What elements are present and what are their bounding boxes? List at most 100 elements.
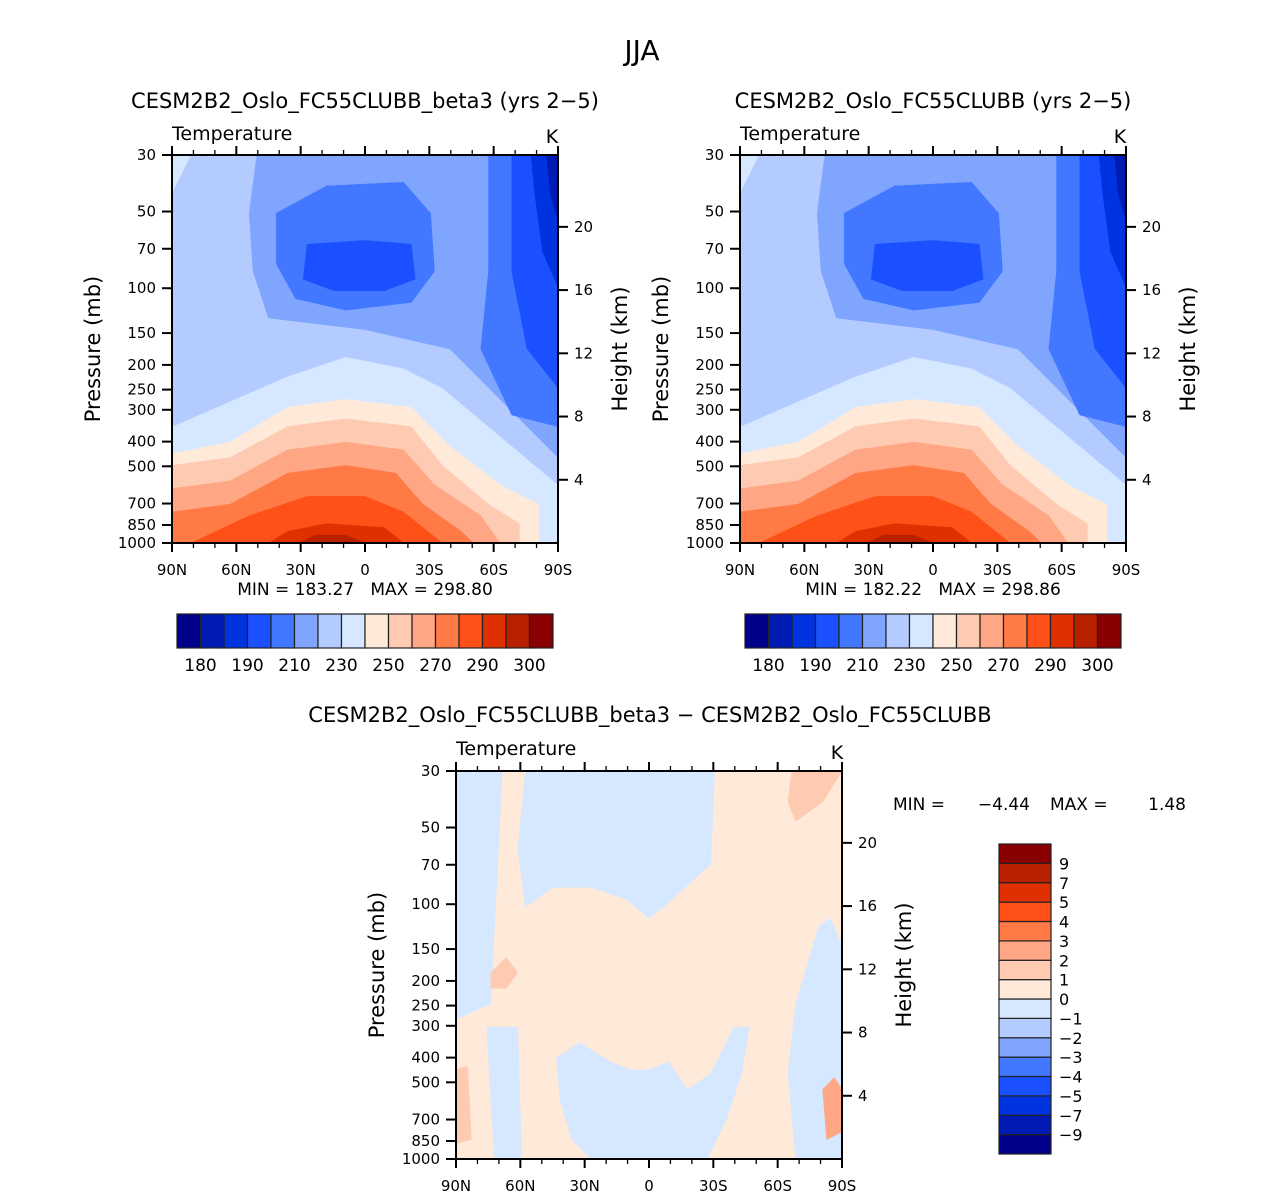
colorbar-box [481,613,507,649]
colorbar-box [293,613,319,649]
contour-band [302,240,416,292]
y-tick-label: 50 [421,819,440,837]
colorbar-label: 250 [940,656,972,676]
contour-band [867,534,934,543]
y-tick-label: 100 [127,279,156,297]
colorbar: 180 190 210 230 250 270 290 300 [176,613,554,676]
colorbar-box [998,1114,1052,1136]
colorbar-label: 3 [1059,932,1069,951]
y-tick-label: 400 [127,433,156,451]
colorbar-box [998,959,1052,981]
y-right-tick-label: 8 [574,408,584,426]
colorbar-box [979,613,1005,649]
colorbar-box [998,940,1052,961]
temperature-difference-panel: CESM2B2_Oslo_FC55CLUBB_beta3 − CESM2B2_O… [308,703,1186,1195]
colorbar-label: 180 [184,656,216,676]
x-tick-label: 0 [644,1177,654,1195]
y-tick-label: 250 [695,381,724,399]
units-label: K [1114,126,1127,148]
x-tick-label: 90N [441,1177,471,1195]
colorbar-label: −1 [1059,1009,1083,1028]
colorbar-label: −9 [1059,1126,1083,1145]
y-tick-label: 1000 [686,534,724,552]
contour-band [486,1026,522,1159]
contour-field [740,155,1126,543]
y-right-tick-label: 20 [574,218,593,236]
colorbar-box [908,613,934,649]
y-tick-label: 850 [127,516,156,534]
y-right-tick-label: 12 [574,344,593,362]
colorbar-label: 2 [1059,951,1069,970]
y-tick-label: 700 [411,1111,440,1129]
colorbar-label: 180 [752,656,784,676]
figure-title: JJA [622,34,659,67]
plot-axes: 90N 60N 30N 0 30S 60S 90S 30 50 70 100 150 200 250 300… [402,762,877,1195]
max-value: 1.48 [1148,795,1186,815]
min-label: MIN = [893,795,945,815]
contour-band [870,240,984,292]
y-right-tick-label: 20 [858,834,877,852]
y-tick-label: 300 [127,401,156,419]
y-axis-label: Pressure (mb) [81,276,105,423]
colorbar-label: 210 [278,656,310,676]
colorbar-label: 1 [1059,971,1069,990]
y-right-tick-label: 16 [1142,281,1161,299]
y-right-tick-label: 20 [1142,218,1161,236]
colorbar-box [932,613,958,649]
colorbar-box [505,613,531,649]
colorbar-label: 210 [846,656,878,676]
y-tick-label: 500 [695,457,724,475]
plot-axes: 90N 60N 30N 0 30S 60S 90S 30 50 70 100 150 200 250 300… [686,146,1161,579]
y-axis-right-label: Height (km) [892,902,916,1027]
y-axis-label: Pressure (mb) [365,892,389,1039]
colorbar-box [998,1037,1052,1058]
min-max-stats: MIN = 183.27 MAX = 298.80 [237,580,493,600]
x-tick-label: 90N [157,561,187,579]
colorbar-box [998,1075,1052,1097]
units-label: K [546,126,559,148]
y-tick-label: 30 [137,146,156,164]
colorbar-box [998,1095,1052,1116]
colorbar-box [246,613,272,649]
colorbar-box [998,862,1052,884]
x-tick-label: 60N [505,1177,535,1195]
y-tick-label: 150 [127,324,156,342]
contour-band [1114,496,1126,543]
min-max-stats: MIN = 182.22 MAX = 298.86 [805,580,1061,600]
y-tick-label: 100 [411,895,440,913]
contour-band [546,496,558,543]
y-tick-label: 850 [411,1132,440,1150]
y-tick-label: 1000 [118,534,156,552]
contour-band [556,1026,750,1159]
contour-band [836,523,972,543]
y-right-tick-label: 8 [1142,408,1152,426]
colorbar-box [458,613,484,649]
colorbar-box [434,613,460,649]
y-right-tick-label: 4 [858,1087,868,1105]
contour-band [517,771,715,919]
y-tick-label: 200 [127,356,156,374]
y-tick-label: 500 [411,1073,440,1091]
contour-band [456,771,503,1020]
colorbar-box [528,613,554,649]
x-tick-label: 60N [789,561,819,579]
colorbar-label: −4 [1059,1068,1083,1087]
contour-band [299,534,366,543]
temperature-panel-beta3: CESM2B2_Oslo_FC55CLUBB_beta3 (yrs 2−5) T… [81,89,632,676]
colorbar-label: 9 [1059,854,1069,873]
x-tick-label: 30S [983,561,1012,579]
y-tick-label: 700 [127,495,156,513]
colorbar-box [955,613,981,649]
y-tick-label: 300 [411,1017,440,1035]
y-axis-right-label: Height (km) [1176,286,1200,411]
plot-axes: 90N 60N 30N 0 30S 60S 90S 30 50 70 100 150 200 250 300… [118,146,593,579]
contour-band [1114,155,1126,222]
panel-title: CESM2B2_Oslo_FC55CLUBB_beta3 (yrs 2−5) [131,89,599,114]
colorbar-box [998,998,1052,1019]
colorbar-box [1026,613,1052,649]
colorbar-box [861,613,887,649]
colorbar-box [998,901,1052,923]
x-tick-label: 30N [286,561,316,579]
